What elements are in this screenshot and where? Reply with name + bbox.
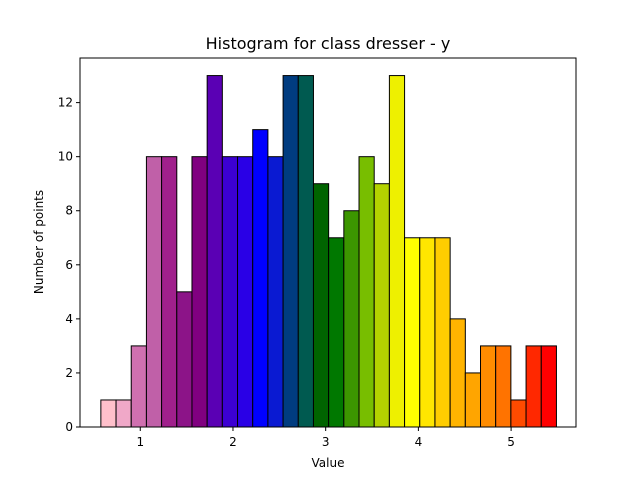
y-tick-label: 10: [58, 150, 73, 164]
histogram-bar: [358, 156, 375, 428]
histogram-bar: [237, 156, 254, 428]
histogram-bar: [464, 372, 482, 428]
histogram-bar: [388, 75, 406, 428]
histogram-bar: [115, 399, 132, 428]
y-tick-label: 4: [65, 312, 73, 326]
histogram-bar: [404, 237, 421, 428]
histogram-bar: [221, 156, 239, 428]
y-tick-label: 0: [65, 420, 73, 434]
histogram-bar: [373, 183, 390, 428]
histogram-bar: [206, 75, 223, 428]
plot-frame: [79, 57, 577, 428]
histogram-bar: [191, 156, 208, 428]
histogram-bar: [343, 210, 360, 428]
histogram-bar: [480, 345, 497, 428]
y-tick-label: 12: [58, 96, 73, 110]
histogram-bar: [282, 75, 299, 428]
x-tick-label: 3: [322, 435, 330, 449]
histogram-bar: [495, 345, 512, 428]
histogram-bar: [176, 291, 193, 428]
x-tick-label: 2: [229, 435, 237, 449]
y-axis-label: Number of points: [32, 190, 46, 294]
x-axis-label: Value: [312, 456, 345, 470]
histogram-bar: [312, 183, 330, 428]
histogram-bar: [510, 399, 527, 428]
y-tick-label: 8: [65, 204, 73, 218]
x-tick-label: 4: [415, 435, 423, 449]
y-tick-label: 6: [65, 258, 73, 272]
x-tick-label: 5: [507, 435, 515, 449]
histogram-bar: [130, 345, 147, 428]
y-tick-label: 2: [65, 366, 73, 380]
histogram-bar: [419, 237, 436, 428]
histogram-bar: [100, 399, 117, 428]
chart-title: Histogram for class dresser - y: [206, 34, 451, 53]
histogram-bar: [267, 156, 284, 428]
histogram-bar: [252, 129, 269, 428]
histogram-bar: [525, 345, 542, 428]
bars-group: [100, 75, 557, 428]
x-axis-ticks: 1 2 3 4 5: [136, 427, 515, 449]
histogram-bar: [328, 237, 345, 428]
histogram-bar: [297, 75, 314, 428]
histogram-bar: [449, 318, 466, 428]
histogram-bar: [145, 156, 163, 428]
histogram-bar: [434, 237, 451, 428]
y-axis-ticks: 0 2 4 6 8 10 12: [58, 96, 80, 434]
histogram-bar: [540, 345, 557, 428]
histogram-bar: [161, 156, 178, 428]
x-tick-label: 1: [136, 435, 144, 449]
